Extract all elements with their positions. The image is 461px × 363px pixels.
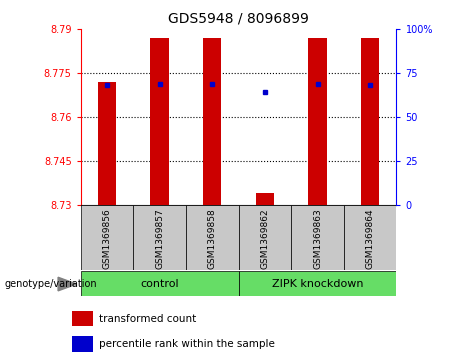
Bar [361,38,379,205]
Bar [81,271,239,296]
Text: GSM1369858: GSM1369858 [208,208,217,269]
Bar [72,337,93,352]
Text: genotype/variation: genotype/variation [5,279,97,289]
Bar [133,205,186,270]
Bar [256,193,274,205]
Bar [72,311,93,326]
Text: control: control [140,278,179,289]
Bar [239,271,396,296]
Bar [98,82,116,205]
Text: GSM1369863: GSM1369863 [313,208,322,269]
Text: GSM1369856: GSM1369856 [102,208,112,269]
Bar [308,38,327,205]
Text: ZIPK knockdown: ZIPK knockdown [272,278,363,289]
Text: percentile rank within the sample: percentile rank within the sample [99,339,274,349]
Title: GDS5948 / 8096899: GDS5948 / 8096899 [168,11,309,25]
Bar [344,205,396,270]
Text: GSM1369862: GSM1369862 [260,208,269,269]
Bar [203,38,221,205]
Bar [239,205,291,270]
Bar [291,205,344,270]
Text: transformed count: transformed count [99,314,196,324]
Polygon shape [58,277,77,291]
Bar [186,205,239,270]
Text: GSM1369864: GSM1369864 [366,208,375,269]
Bar [150,38,169,205]
Bar [81,205,133,270]
Text: GSM1369857: GSM1369857 [155,208,164,269]
